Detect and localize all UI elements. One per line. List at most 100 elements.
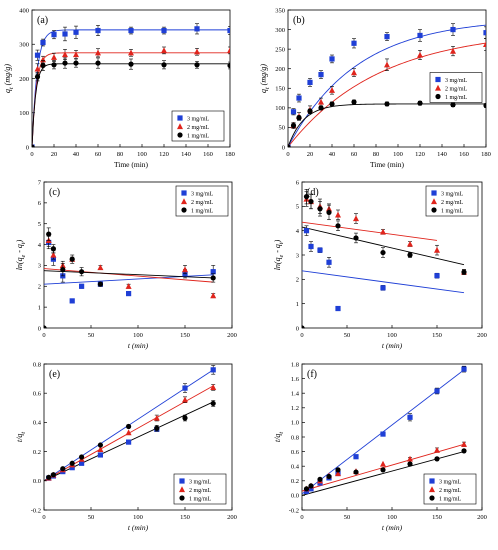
data-point-1-mg-mL [417, 100, 423, 106]
x-tick-label: 0 [42, 514, 45, 521]
x-tick-label: 40 [73, 151, 80, 158]
legend-marker [179, 478, 185, 484]
data-point-1-mg-mL [210, 400, 216, 407]
data-point-2-mg-mL [407, 240, 413, 247]
data-point-1-mg-mL [210, 275, 216, 281]
x-axis-label: t (min) [382, 341, 403, 350]
y-tick-label: -0.2 [31, 507, 41, 514]
legend-label: 1 mg/mL [191, 208, 214, 214]
data-point-2-mg-mL [380, 460, 386, 467]
y-tick-label: 200 [19, 76, 29, 83]
x-tick-label: 140 [437, 151, 447, 158]
x-tick-label: 100 [387, 514, 397, 521]
legend-marker [431, 190, 437, 196]
data-point-1-mg-mL [461, 269, 467, 275]
data-point-3-mg-mL [307, 79, 313, 86]
legend-marker [179, 486, 185, 493]
data-point-1-mg-mL [69, 256, 75, 262]
data-point-2-mg-mL [210, 384, 217, 390]
data-point-3-mg-mL [290, 109, 297, 115]
panel-label: (b) [293, 15, 305, 26]
data-point-2-mg-mL [73, 51, 79, 58]
data-point-2-mg-mL [450, 47, 456, 54]
y-tick-label: 1 [296, 301, 299, 308]
data-point-1-mg-mL [79, 454, 85, 460]
x-tick-label: 0 [300, 514, 303, 521]
x-axis-label: t (min) [382, 523, 403, 532]
legend-marker [179, 495, 185, 501]
data-point-2-mg-mL [483, 41, 486, 48]
data-point-1-mg-mL [335, 223, 341, 229]
y-tick-label: 3 [296, 252, 299, 259]
legend: 3 mg/mL 2 mg/mL 1 mg/mL [423, 473, 477, 505]
data-point-1-mg-mL [34, 74, 41, 80]
fit-line-3-mg-mL [302, 270, 465, 294]
y-tick-label: 0.8 [33, 361, 41, 368]
x-tick-label: 60 [95, 151, 102, 158]
data-point-1-mg-mL [69, 460, 75, 466]
y-tick-label: 0.6 [291, 449, 300, 456]
data-point-3-mg-mL [329, 56, 335, 62]
fit-line-3-mg-mL [44, 274, 214, 285]
data-point-2-mg-mL [434, 446, 440, 453]
data-point-1-mg-mL [380, 467, 386, 473]
data-point-1-mg-mL [79, 269, 85, 275]
data-point-3-mg-mL [51, 32, 57, 38]
y-axis-label: t/qt [273, 432, 285, 442]
x-tick-label: 100 [137, 151, 147, 158]
x-tick-label: 160 [459, 151, 469, 158]
y-tick-label: 1.0 [291, 420, 299, 427]
y-tick-label: 200 [275, 66, 285, 73]
legend-label: 3 mg/mL [187, 116, 210, 122]
data-point-2-mg-mL [335, 470, 341, 477]
data-point-1-mg-mL [154, 425, 160, 431]
panel-label: (d) [307, 187, 319, 198]
data-point-3-mg-mL [79, 460, 85, 466]
panel-label: (c) [49, 187, 60, 198]
legend-label: 3 mg/mL [441, 191, 464, 197]
data-point-3-mg-mL [210, 269, 216, 275]
y-tick-label: 7 [38, 179, 42, 186]
x-tick-label: 80 [373, 151, 380, 158]
data-point-1-mg-mL [326, 473, 332, 480]
legend-marker [431, 198, 437, 205]
data-point-1-mg-mL [303, 194, 310, 200]
legend-label: 2 mg/mL [191, 200, 214, 206]
x-tick-label: 0 [30, 151, 33, 158]
y-tick-label: 0 [282, 144, 285, 151]
data-point-1-mg-mL [318, 105, 324, 111]
panel-label: (a) [37, 15, 48, 26]
data-point-1-mg-mL [46, 474, 52, 480]
data-point-1-mg-mL [95, 60, 101, 66]
legend-label: 2 mg/mL [439, 488, 462, 494]
legend-marker [429, 478, 435, 484]
x-tick-label: 200 [227, 514, 237, 521]
panel-f: 0 50 100 150 200 -0.2 0.0 0.2 0.4 0.6 0.8 1.0 1.2 1.4… [273, 361, 487, 532]
x-tick-label: 50 [344, 514, 351, 521]
data-point-1-mg-mL [194, 62, 200, 68]
data-point-1-mg-mL [353, 469, 359, 475]
legend-label: 3 mg/mL [189, 479, 212, 485]
y-tick-label: 0 [26, 144, 29, 151]
data-point-3-mg-mL [40, 39, 46, 46]
data-point-3-mg-mL [227, 27, 230, 34]
legend-label: 1 mg/mL [441, 208, 464, 214]
data-point-2-mg-mL [97, 264, 104, 271]
data-point-3-mg-mL [450, 26, 456, 33]
data-point-1-mg-mL [335, 467, 341, 473]
data-point-1-mg-mL [161, 62, 167, 68]
data-point-2-mg-mL [62, 51, 68, 58]
x-tick-label: 200 [477, 514, 487, 521]
data-point-3-mg-mL [126, 290, 132, 297]
data-point-1-mg-mL [329, 101, 335, 107]
plot-area [302, 365, 467, 496]
data-point-2-mg-mL [461, 441, 467, 447]
data-point-1-mg-mL [97, 281, 103, 287]
x-tick-label: 100 [393, 151, 403, 158]
data-point-2-mg-mL [335, 211, 341, 218]
data-point-1-mg-mL [126, 423, 132, 430]
x-tick-label: 80 [117, 151, 124, 158]
panel-d: 0 50 100 150 200 0 1 2 3 4 5 6 t (min) ln(qe - qt) (d)… [273, 179, 487, 350]
data-point-2-mg-mL [210, 292, 217, 299]
data-point-2-mg-mL [40, 56, 46, 63]
